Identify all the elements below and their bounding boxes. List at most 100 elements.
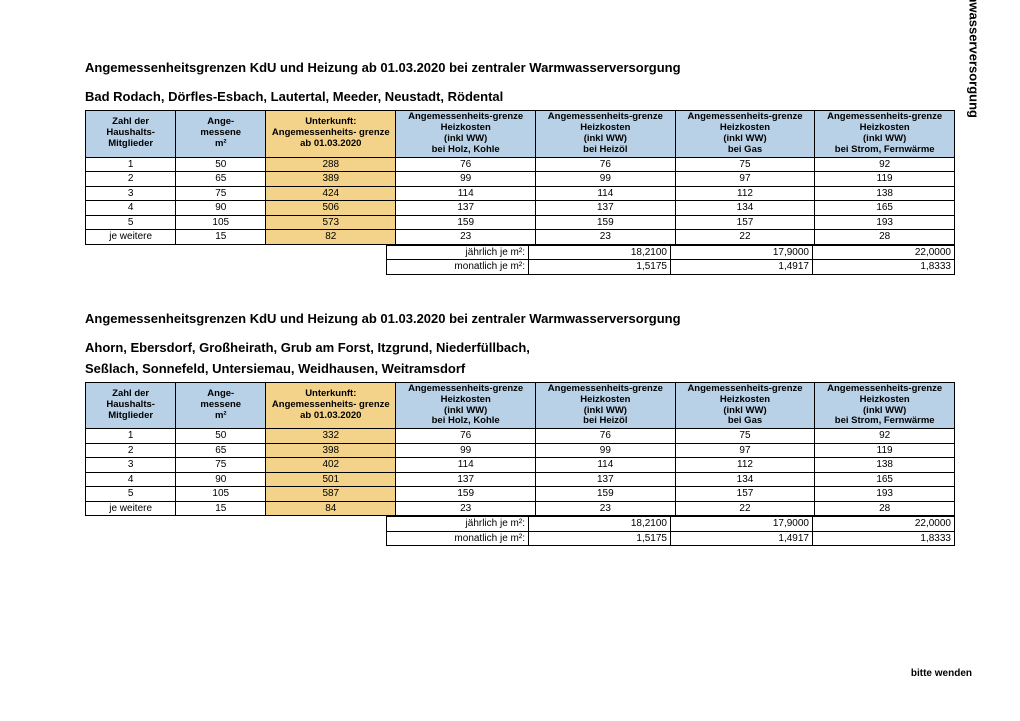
table-cell: 99 [396, 172, 536, 187]
table-cell: 92 [815, 429, 955, 444]
table-cell: 99 [536, 172, 676, 187]
table-cell: 389 [266, 172, 396, 187]
table-cell: 587 [266, 487, 396, 502]
footer-value: 1,8333 [813, 260, 955, 275]
table-cell: 137 [396, 472, 536, 487]
table-cell: 92 [815, 157, 955, 172]
footer-value: 1,5175 [529, 531, 671, 546]
table-cell: je weitere [86, 501, 176, 516]
section-subtitle: Ahorn, Ebersdorf, Großheirath, Grub am F… [85, 340, 965, 355]
table-row: 5105587159159157193 [86, 487, 955, 502]
table-cell: 138 [815, 186, 955, 201]
footer-label-monat: monatlich je m²: [387, 531, 529, 546]
table-cell: 332 [266, 429, 396, 444]
footer-label-monat: monatlich je m²: [387, 260, 529, 275]
table-cell: 99 [396, 443, 536, 458]
table-cell: 159 [396, 215, 536, 230]
table-cell: 23 [396, 501, 536, 516]
table-cell: 573 [266, 215, 396, 230]
section-title: Angemessenheitsgrenzen KdU und Heizung a… [85, 60, 965, 75]
table-cell: 65 [176, 172, 266, 187]
table-cell: 76 [396, 157, 536, 172]
table-cell: 159 [536, 215, 676, 230]
table-header-cell: Angemessenheits-grenzeHeizkosten(inkl WW… [675, 382, 815, 429]
table-cell: 398 [266, 443, 396, 458]
table-cell: 105 [176, 215, 266, 230]
table-cell: 15 [176, 230, 266, 245]
table-header-cell: Angemessenheits-grenzeHeizkosten(inkl WW… [396, 111, 536, 158]
table-header-cell: Angemessenheits-grenzeHeizkosten(inkl WW… [815, 111, 955, 158]
table-row: 375402114114112138 [86, 458, 955, 473]
table-cell: 288 [266, 157, 396, 172]
table-header-cell: Angemessenheits-grenzeHeizkosten(inkl WW… [536, 382, 676, 429]
table-cell: 50 [176, 157, 266, 172]
footer-value: 18,2100 [529, 517, 671, 532]
footer-value: 1,4917 [671, 260, 813, 275]
table-cell: 50 [176, 429, 266, 444]
table-cell: 28 [815, 230, 955, 245]
footer-value: 22,0000 [813, 245, 955, 260]
table-cell: 402 [266, 458, 396, 473]
footer-table: jährlich je m²:18,210017,900022,0000mona… [85, 245, 955, 275]
table-header-cell: Angemessenheits-grenzeHeizkosten(inkl WW… [815, 382, 955, 429]
table-cell: 1 [86, 429, 176, 444]
table-header-cell: Zahl derHaushalts-Mitglieder [86, 382, 176, 429]
data-table: Zahl derHaushalts-MitgliederAnge-messene… [85, 110, 955, 245]
page: Angemessenheitsgrenzen ab 01.03.2020 bei… [0, 0, 1005, 546]
table-row: je weitere158423232228 [86, 501, 955, 516]
table-header-cell: Angemessenheits-grenzeHeizkosten(inkl WW… [396, 382, 536, 429]
table-cell: 5 [86, 487, 176, 502]
table-cell: 501 [266, 472, 396, 487]
table-header-cell: Angemessenheits-grenzeHeizkosten(inkl WW… [536, 111, 676, 158]
table-cell: 165 [815, 472, 955, 487]
table-cell: 165 [815, 201, 955, 216]
footer-value: 22,0000 [813, 517, 955, 532]
table-cell: 138 [815, 458, 955, 473]
section-subtitle: Seßlach, Sonnefeld, Untersiemau, Weidhau… [85, 361, 965, 376]
table-cell: 65 [176, 443, 266, 458]
table-cell: 134 [675, 472, 815, 487]
table-cell: 114 [536, 458, 676, 473]
footer-label-jahr: jährlich je m²: [387, 245, 529, 260]
data-table: Zahl derHaushalts-MitgliederAnge-messene… [85, 382, 955, 517]
table-cell: 90 [176, 201, 266, 216]
table-header-cell: Unterkunft:Angemessenheits- grenzeab 01.… [266, 382, 396, 429]
table-cell: 105 [176, 487, 266, 502]
footer-table: jährlich je m²:18,210017,900022,0000mona… [85, 516, 955, 546]
footer-value: 1,8333 [813, 531, 955, 546]
table-cell: 114 [536, 186, 676, 201]
table-cell: 15 [176, 501, 266, 516]
table-cell: 119 [815, 443, 955, 458]
table-cell: 75 [176, 458, 266, 473]
table-row: 15033276767592 [86, 429, 955, 444]
table-cell: 3 [86, 458, 176, 473]
footer-value: 1,5175 [529, 260, 671, 275]
table-cell: 75 [176, 186, 266, 201]
table-cell: 2 [86, 443, 176, 458]
table-cell: 76 [536, 429, 676, 444]
table-header-cell: Ange-messenem² [176, 111, 266, 158]
table-row: 490506137137134165 [86, 201, 955, 216]
table-cell: 159 [536, 487, 676, 502]
table-cell: 114 [396, 186, 536, 201]
table-cell: 84 [266, 501, 396, 516]
table-cell: 112 [675, 186, 815, 201]
table-cell: 157 [675, 215, 815, 230]
footer-value: 17,9000 [671, 245, 813, 260]
table-cell: 1 [86, 157, 176, 172]
table-cell: 23 [396, 230, 536, 245]
table-cell: 99 [536, 443, 676, 458]
section-title: Angemessenheitsgrenzen KdU und Heizung a… [85, 311, 965, 326]
table-row: 490501137137134165 [86, 472, 955, 487]
table-cell: 75 [675, 429, 815, 444]
table-cell: 82 [266, 230, 396, 245]
table-cell: 193 [815, 215, 955, 230]
table-cell: 97 [675, 443, 815, 458]
table-cell: 2 [86, 172, 176, 187]
table-header-cell: Ange-messenem² [176, 382, 266, 429]
table-cell: 97 [675, 172, 815, 187]
table-row: 15028876767592 [86, 157, 955, 172]
table-cell: 28 [815, 501, 955, 516]
table-cell: 22 [675, 501, 815, 516]
table-cell: 23 [536, 230, 676, 245]
